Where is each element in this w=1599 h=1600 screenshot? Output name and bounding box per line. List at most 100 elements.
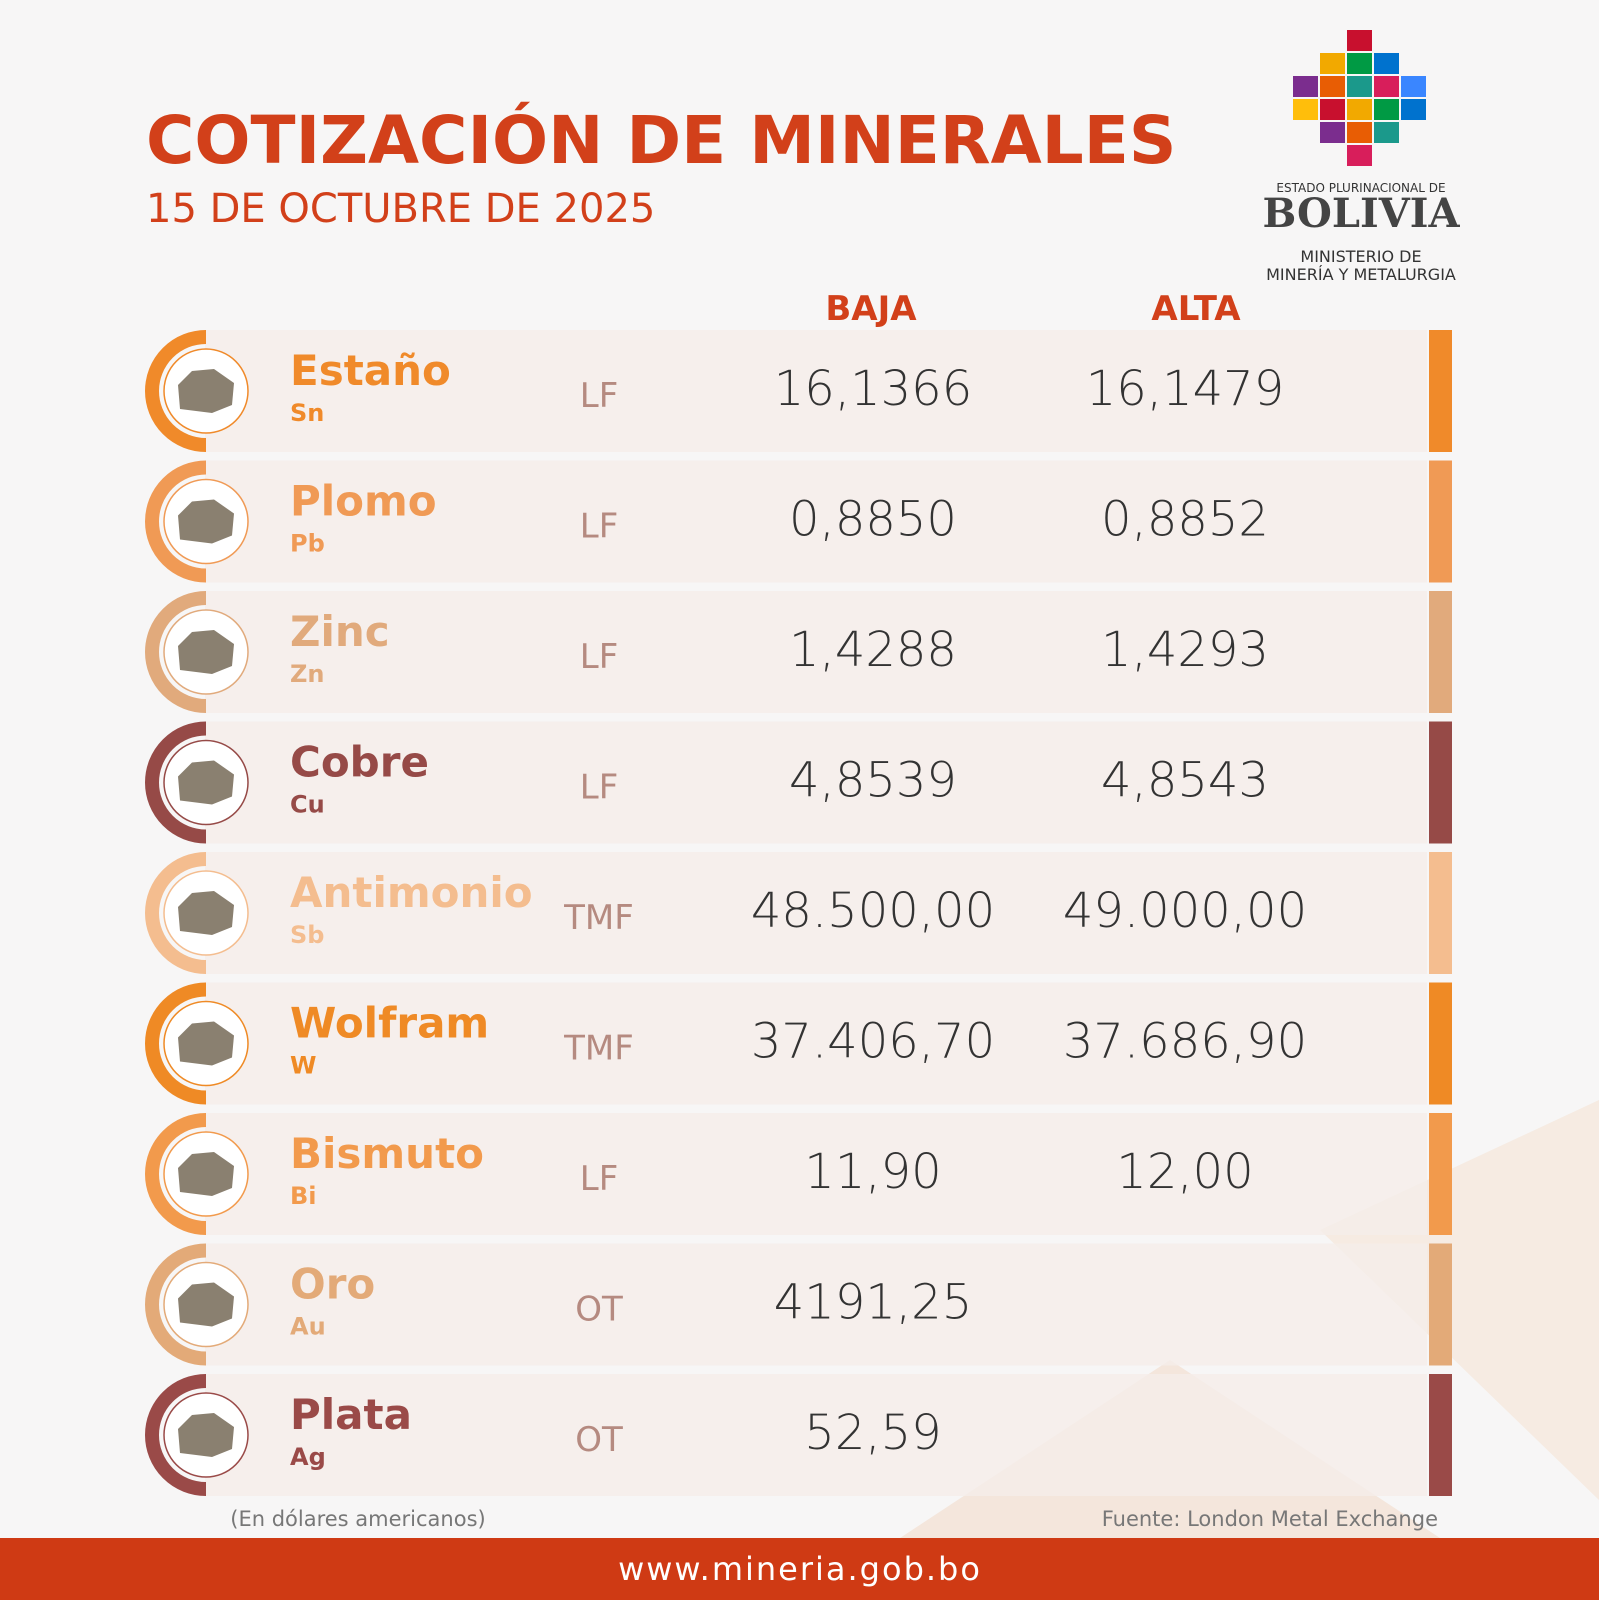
unit: OT xyxy=(575,1420,623,1460)
row-accent xyxy=(1429,591,1452,713)
mineral-symbol: Bi xyxy=(290,1182,317,1210)
date: 15 DE OCTUBRE DE 2025 xyxy=(146,186,655,232)
mineral-name: Plata xyxy=(290,1390,412,1439)
logo-tile xyxy=(1374,76,1399,97)
unit: TMF xyxy=(563,898,634,938)
ring-arc xyxy=(145,330,207,452)
mineral-name: Bismuto xyxy=(290,1129,484,1178)
unit: LF xyxy=(580,1159,619,1199)
logo-text: MINISTERIO DE xyxy=(1300,247,1421,266)
baja-value: 4191,25 xyxy=(774,1275,973,1331)
mineral-symbol: Pb xyxy=(290,530,325,558)
ring-arc xyxy=(145,591,207,713)
alta-value: 0,8852 xyxy=(1101,492,1269,548)
mineral-symbol: Ag xyxy=(290,1443,326,1471)
mineral-image xyxy=(178,369,234,413)
unit: LF xyxy=(580,507,619,547)
logo-tile xyxy=(1401,99,1426,120)
title: COTIZACIÓN DE MINERALES xyxy=(146,102,1176,179)
alta-value: 16,1479 xyxy=(1086,361,1285,417)
mineral-name: Wolfram xyxy=(290,999,489,1048)
row-accent xyxy=(1429,1113,1452,1235)
row-accent xyxy=(1429,852,1452,974)
mineral-symbol: Sb xyxy=(290,921,324,949)
row-accent xyxy=(1429,330,1452,452)
baja-value: 48.500,00 xyxy=(751,883,995,939)
table: Estaño Sn LF 16,1366 16,1479 Plomo Pb LF 0,8850 0… xyxy=(145,330,1452,1496)
mineral-symbol: Sn xyxy=(290,399,324,427)
ring-arc xyxy=(145,982,207,1105)
logo-text: BOLIVIA xyxy=(1262,190,1460,237)
baja-value: 0,8850 xyxy=(789,492,957,548)
baja-value: 37.406,70 xyxy=(751,1014,995,1070)
mineral-image xyxy=(178,1413,234,1457)
alta-value: 12,00 xyxy=(1116,1144,1253,1200)
row-background xyxy=(205,330,1427,452)
baja-value: 11,90 xyxy=(804,1144,941,1200)
alta-value: 37.686,90 xyxy=(1063,1014,1307,1070)
mineral-symbol: Zn xyxy=(290,660,325,688)
column-header: BAJA xyxy=(825,289,917,329)
unit: LF xyxy=(580,637,619,677)
row-background xyxy=(205,1243,1427,1366)
logo-tile xyxy=(1293,76,1318,97)
logo-tile xyxy=(1401,76,1426,97)
source: Fuente: London Metal Exchange xyxy=(1102,1507,1438,1531)
logo-tile xyxy=(1374,122,1399,143)
baja-value: 16,1366 xyxy=(774,361,973,417)
baja-value: 52,59 xyxy=(804,1405,941,1461)
row-background xyxy=(205,982,1427,1105)
ring-arc xyxy=(145,721,207,844)
logo-tile xyxy=(1347,122,1372,143)
ring-arc xyxy=(145,1243,207,1366)
logo xyxy=(1293,30,1426,166)
row-background xyxy=(205,852,1427,974)
mineral-name: Antimonio xyxy=(290,868,533,917)
unit: LF xyxy=(580,768,619,808)
logo-tile xyxy=(1347,145,1372,166)
logo-tile xyxy=(1347,30,1372,51)
alta-value: 49.000,00 xyxy=(1063,883,1307,939)
row-accent xyxy=(1429,721,1452,844)
row-background xyxy=(205,460,1427,583)
mineral-name: Estaño xyxy=(290,346,451,395)
mineral-image xyxy=(178,891,234,935)
ring-arc xyxy=(145,852,207,974)
baja-value: 1,4288 xyxy=(789,622,957,678)
alta-value: 1,4293 xyxy=(1101,622,1269,678)
ring-arc xyxy=(145,1374,207,1496)
mineral-symbol: Au xyxy=(290,1313,326,1341)
row-accent xyxy=(1429,460,1452,583)
mineral-image xyxy=(178,499,234,544)
alta-value: 4,8543 xyxy=(1101,753,1269,809)
logo-tile xyxy=(1293,99,1318,120)
logo-tile xyxy=(1320,122,1345,143)
column-header: ALTA xyxy=(1151,289,1241,329)
logo-tile xyxy=(1320,76,1345,97)
website[interactable]: www.mineria.gob.bo xyxy=(618,1550,982,1588)
mineral-image xyxy=(178,1021,234,1066)
mineral-image xyxy=(178,760,234,805)
logo-text: MINERÍA Y METALURGIA xyxy=(1266,265,1456,284)
row-accent xyxy=(1429,1374,1452,1496)
unit: LF xyxy=(580,376,619,416)
logo-tile xyxy=(1347,53,1372,74)
row-background xyxy=(205,721,1427,844)
row-accent xyxy=(1429,1243,1452,1366)
mineral-name: Zinc xyxy=(290,607,390,656)
logo-tile xyxy=(1347,76,1372,97)
mineral-image xyxy=(178,630,234,674)
note: (En dólares americanos) xyxy=(230,1507,485,1531)
logo-tile xyxy=(1374,53,1399,74)
mineral-image xyxy=(178,1282,234,1327)
logo-tile xyxy=(1347,99,1372,120)
mineral-name: Cobre xyxy=(290,738,429,787)
row-background xyxy=(205,1374,1427,1496)
unit: TMF xyxy=(563,1029,634,1069)
mineral-name: Plomo xyxy=(290,477,437,526)
footer-bar xyxy=(0,1538,1599,1600)
ring-arc xyxy=(145,1113,207,1235)
mineral-image xyxy=(178,1152,234,1196)
baja-value: 4,8539 xyxy=(789,753,957,809)
